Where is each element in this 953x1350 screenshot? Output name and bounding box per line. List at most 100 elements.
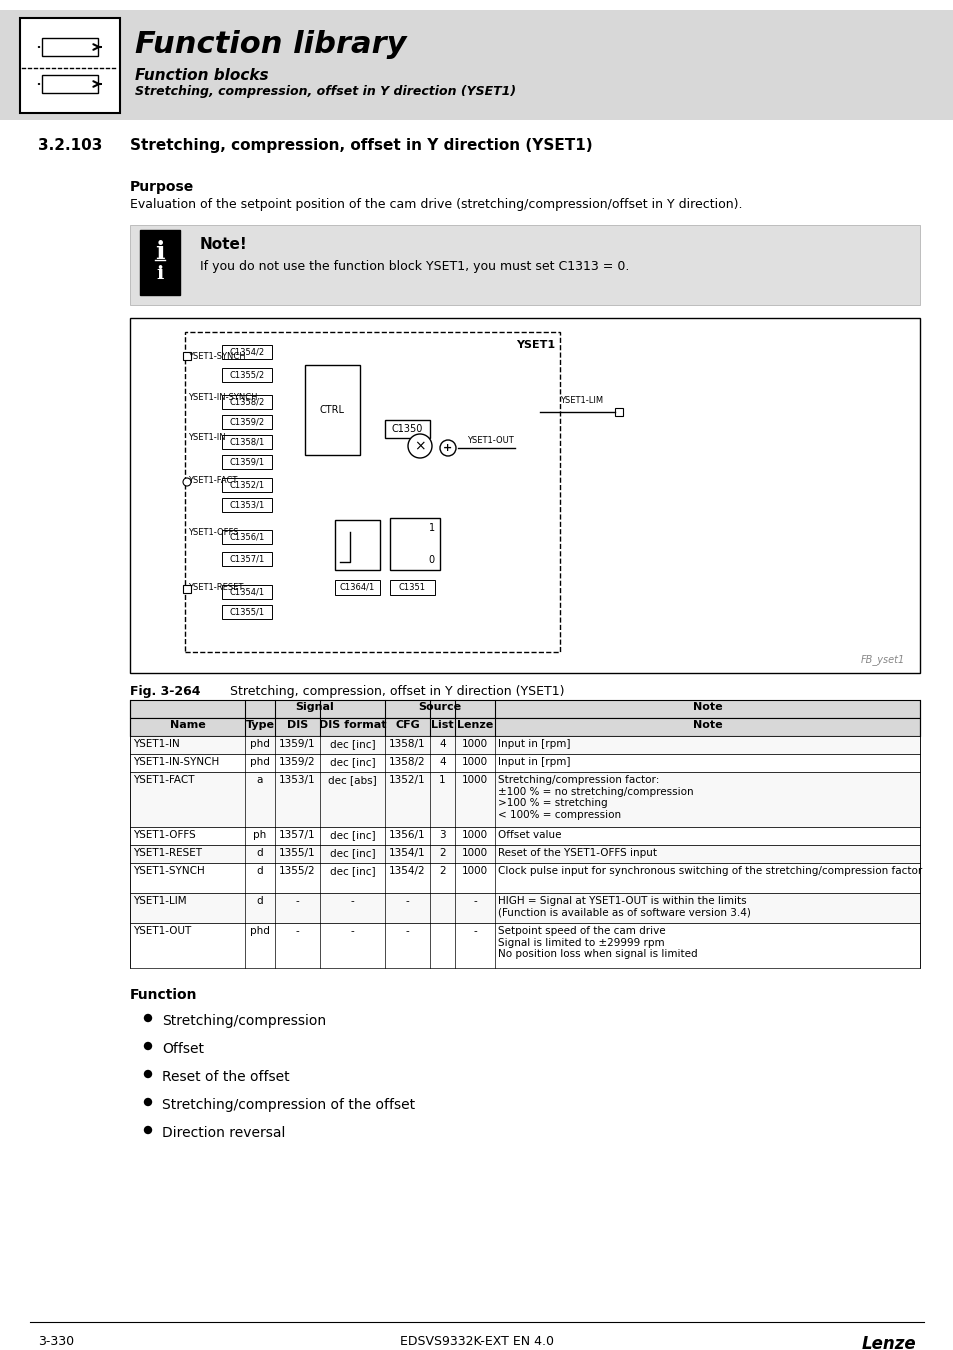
Text: YSET1-LIM: YSET1-LIM <box>559 396 602 405</box>
Text: YSET1-SYNCH: YSET1-SYNCH <box>132 865 205 876</box>
Text: phd: phd <box>250 738 270 749</box>
Bar <box>130 736 919 755</box>
Text: dec [inc]: dec [inc] <box>330 757 375 767</box>
Bar <box>130 718 919 736</box>
Text: -: - <box>473 896 476 906</box>
Text: 1359/1: 1359/1 <box>279 738 315 749</box>
Circle shape <box>144 1014 152 1022</box>
Text: YSET1-IN-SYNCH: YSET1-IN-SYNCH <box>188 393 257 402</box>
Bar <box>42 38 98 55</box>
Text: 0: 0 <box>429 555 435 566</box>
Text: HIGH = Signal at YSET1-OUT is within the limits
(Function is available as of sof: HIGH = Signal at YSET1-OUT is within the… <box>497 896 750 918</box>
Text: Name: Name <box>170 720 205 730</box>
Text: Function library: Function library <box>135 30 406 59</box>
Circle shape <box>144 1042 152 1049</box>
Text: C1357/1: C1357/1 <box>229 555 264 563</box>
Text: 3-330: 3-330 <box>38 1335 74 1349</box>
Bar <box>0 9 953 120</box>
Text: 1358/1: 1358/1 <box>389 738 425 749</box>
Polygon shape <box>183 810 191 818</box>
Text: YSET1-FACT: YSET1-FACT <box>132 775 194 784</box>
Bar <box>385 420 430 437</box>
Text: YSET1-OFFS: YSET1-OFFS <box>132 830 195 840</box>
Text: Direction reversal: Direction reversal <box>162 1126 285 1139</box>
Text: YSET1-OUT: YSET1-OUT <box>132 926 191 936</box>
Text: 1: 1 <box>438 775 445 784</box>
Text: dec [inc]: dec [inc] <box>330 738 375 749</box>
Text: 1000: 1000 <box>461 775 488 784</box>
Text: 1000: 1000 <box>461 738 488 749</box>
Text: Fig. 3-264: Fig. 3-264 <box>130 684 200 698</box>
Text: ×: × <box>414 439 425 454</box>
Text: Evaluation of the setpoint position of the cam drive (stretching/compression/off: Evaluation of the setpoint position of t… <box>130 198 741 211</box>
Text: -: - <box>351 896 354 906</box>
Text: Offset: Offset <box>162 1042 204 1056</box>
Text: C1358/1: C1358/1 <box>229 437 264 447</box>
Text: YSET1-FACT: YSET1-FACT <box>188 477 237 485</box>
Text: 1000: 1000 <box>461 865 488 876</box>
Bar <box>20 18 120 113</box>
Text: 4: 4 <box>438 738 445 749</box>
Text: Input in [rpm]: Input in [rpm] <box>497 757 570 767</box>
Text: dec [inc]: dec [inc] <box>330 830 375 840</box>
Text: 1355/1: 1355/1 <box>279 848 315 859</box>
Bar <box>222 552 272 566</box>
Text: dec [abs]: dec [abs] <box>328 775 376 784</box>
Bar <box>222 455 272 468</box>
Bar <box>222 396 272 409</box>
Circle shape <box>144 1071 152 1077</box>
Text: Offset value: Offset value <box>497 830 561 840</box>
Text: 1356/1: 1356/1 <box>389 830 425 840</box>
Bar <box>130 772 919 828</box>
Bar <box>222 369 272 382</box>
Text: 1354/1: 1354/1 <box>389 848 425 859</box>
Bar <box>305 364 359 455</box>
Text: 1352/1: 1352/1 <box>389 775 425 784</box>
Text: 1355/2: 1355/2 <box>279 865 315 876</box>
Text: -: - <box>295 926 299 936</box>
Text: -: - <box>405 926 409 936</box>
Text: YSET1-RESET: YSET1-RESET <box>132 848 202 859</box>
Text: Function: Function <box>130 988 197 1002</box>
Text: YSET1-IN: YSET1-IN <box>132 738 179 749</box>
Text: C1350: C1350 <box>391 424 422 433</box>
Text: -: - <box>351 926 354 936</box>
Text: Lenze: Lenze <box>456 720 493 730</box>
Text: YSET1: YSET1 <box>516 340 555 350</box>
Circle shape <box>408 433 432 458</box>
Text: YSET1-RESET: YSET1-RESET <box>188 583 243 593</box>
Text: CFG: CFG <box>395 720 419 730</box>
Text: Stretching/compression factor:
±100 % = no stretching/compression
>100 % = stret: Stretching/compression factor: ±100 % = … <box>497 775 693 819</box>
Bar <box>222 414 272 429</box>
Text: 3.2.103: 3.2.103 <box>38 138 102 153</box>
Text: 1353/1: 1353/1 <box>279 775 315 784</box>
Text: 2: 2 <box>438 848 445 859</box>
Text: FB_yset1: FB_yset1 <box>860 655 904 666</box>
Text: -: - <box>295 896 299 906</box>
Text: Source: Source <box>418 702 461 711</box>
Circle shape <box>439 440 456 456</box>
Text: Purpose: Purpose <box>130 180 194 194</box>
Bar <box>130 225 919 305</box>
Text: Type: Type <box>245 720 274 730</box>
Text: Setpoint speed of the cam drive
Signal is limited to ±29999 rpm
No position loss: Setpoint speed of the cam drive Signal i… <box>497 926 697 960</box>
Text: +: + <box>443 443 452 454</box>
Text: 1000: 1000 <box>461 830 488 840</box>
Bar <box>390 518 439 570</box>
Text: Stretching, compression, offset in Y direction (YSET1): Stretching, compression, offset in Y dir… <box>130 138 592 153</box>
Text: Note: Note <box>692 720 721 730</box>
Text: C1352/1: C1352/1 <box>230 481 264 490</box>
Text: YSET1-LIM: YSET1-LIM <box>132 896 187 906</box>
Text: 1358/2: 1358/2 <box>389 757 425 767</box>
Bar <box>185 332 559 652</box>
Bar <box>42 76 98 93</box>
Text: 1354/2: 1354/2 <box>389 865 425 876</box>
Text: C1358/2: C1358/2 <box>229 397 264 406</box>
Bar <box>130 845 919 863</box>
Text: C1354/1: C1354/1 <box>230 587 264 597</box>
Text: 1359/2: 1359/2 <box>279 757 315 767</box>
Text: C1355/2: C1355/2 <box>230 370 264 379</box>
Text: C1359/2: C1359/2 <box>230 417 264 427</box>
Text: DIS: DIS <box>287 720 308 730</box>
Text: CTRL: CTRL <box>319 405 345 414</box>
